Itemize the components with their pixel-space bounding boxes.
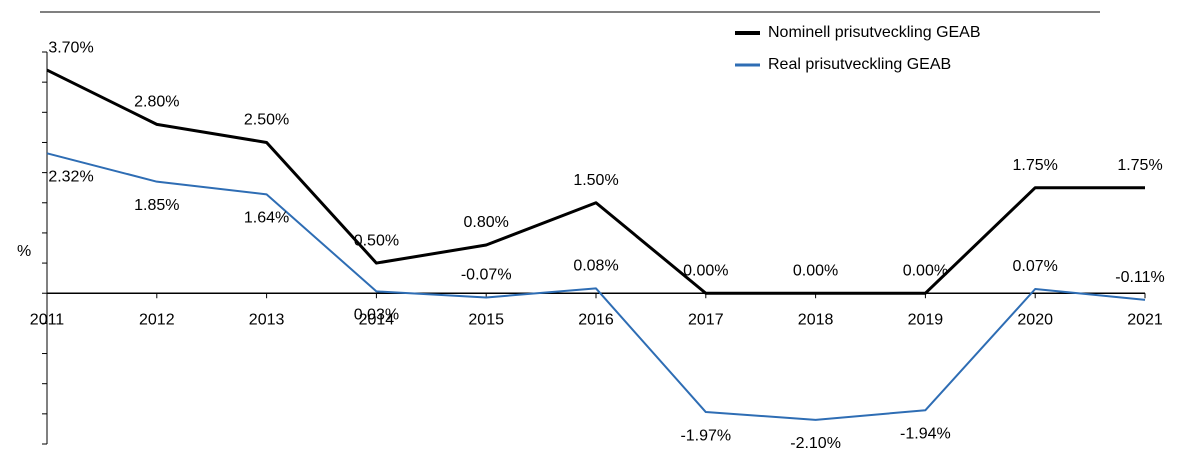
data-label: 0.03% bbox=[354, 307, 399, 324]
data-label: -2.10% bbox=[790, 435, 841, 452]
line-series bbox=[46, 68, 1145, 295]
x-tick-label: 2015 bbox=[468, 311, 504, 328]
data-label: 0.00% bbox=[683, 262, 728, 279]
x-tick-label: 2018 bbox=[798, 311, 834, 328]
legend-label: Real prisutveckling GEAB bbox=[768, 56, 951, 73]
data-label: 0.00% bbox=[793, 262, 838, 279]
x-tick-label: 2021 bbox=[1127, 311, 1163, 328]
data-label: -0.07% bbox=[461, 267, 512, 284]
data-label: 2.80% bbox=[134, 94, 179, 111]
x-tick-label: 2019 bbox=[908, 311, 944, 328]
data-label: 1.50% bbox=[573, 172, 618, 189]
data-label: 1.75% bbox=[1013, 157, 1058, 174]
data-label: 0.80% bbox=[464, 214, 509, 231]
data-label: 1.64% bbox=[244, 210, 289, 227]
data-label: 0.08% bbox=[573, 258, 618, 275]
x-tick-label: 2014 bbox=[359, 311, 395, 328]
data-label: 1.85% bbox=[134, 197, 179, 214]
x-tick-label: 2020 bbox=[1017, 311, 1053, 328]
data-label: -0.11% bbox=[1115, 269, 1165, 286]
data-label: 0.50% bbox=[354, 232, 399, 249]
data-label: 2.32% bbox=[48, 169, 93, 186]
x-tick-label: 2016 bbox=[578, 311, 614, 328]
data-label: 2.50% bbox=[244, 112, 289, 129]
data-label: -1.97% bbox=[680, 427, 731, 444]
line-series bbox=[46, 152, 1146, 421]
data-label: 0.07% bbox=[1013, 258, 1058, 275]
x-tick-label: 2013 bbox=[249, 311, 285, 328]
x-tick-label: 2017 bbox=[688, 311, 724, 328]
x-tick-label: 2011 bbox=[30, 311, 65, 328]
y-axis-label: % bbox=[17, 243, 31, 260]
data-label: 3.70% bbox=[48, 39, 93, 56]
data-label: -1.94% bbox=[900, 425, 951, 442]
data-label: 1.75% bbox=[1117, 157, 1162, 174]
x-tick-label: 2012 bbox=[139, 311, 175, 328]
legend-label: Nominell prisutveckling GEAB bbox=[768, 24, 981, 41]
data-label: 0.00% bbox=[903, 262, 948, 279]
